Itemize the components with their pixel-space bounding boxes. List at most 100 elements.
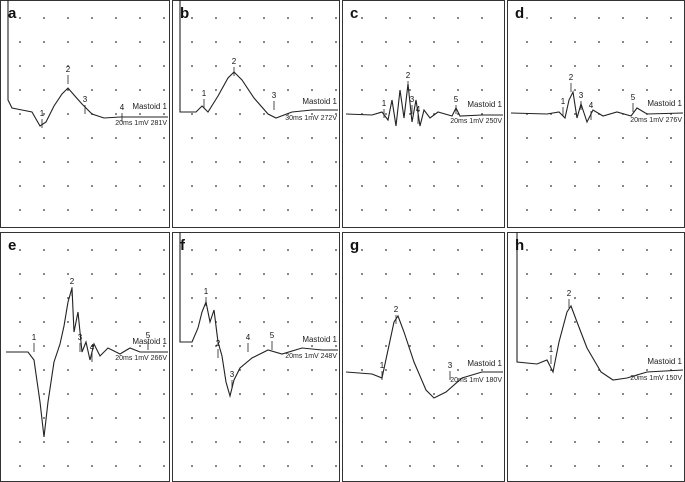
peak-label: 2 [70, 277, 75, 286]
grid-dot [43, 185, 45, 187]
grid-dot [574, 393, 576, 395]
grid-dot [163, 209, 165, 211]
grid-dot [215, 65, 217, 67]
grid-dot [385, 185, 387, 187]
grid-dot [43, 65, 45, 67]
grid-dot [526, 369, 528, 371]
grid-dot [526, 17, 528, 19]
peak-label: 2 [406, 71, 411, 80]
grid-dot [191, 345, 193, 347]
grid-dot [263, 297, 265, 299]
grid-dot [457, 465, 459, 467]
grid-dot [481, 441, 483, 443]
grid-dot [287, 137, 289, 139]
grid-dot [239, 113, 241, 115]
grid-dot [139, 17, 141, 19]
grid-dot [622, 441, 624, 443]
grid-dot [433, 369, 435, 371]
grid-dot [67, 137, 69, 139]
grid-dot [115, 465, 117, 467]
grid-dot [457, 441, 459, 443]
grid-dot [19, 441, 21, 443]
grid-dot [287, 465, 289, 467]
panel: h 1 2 Mastoid 1 20ms 1mV 150V [507, 232, 685, 482]
grid-dot [526, 297, 528, 299]
grid-dot [263, 185, 265, 187]
grid-dot [335, 113, 337, 115]
grid-dot [385, 393, 387, 395]
grid-dot [574, 249, 576, 251]
grid-dot [115, 185, 117, 187]
grid-dot [526, 441, 528, 443]
grid-dot [361, 41, 363, 43]
grid-dot [385, 441, 387, 443]
panel: f 1 2 3 4 5 Mastoid 1 20ms 1mV 248V [172, 232, 340, 482]
grid-dot [385, 249, 387, 251]
grid-dot [67, 185, 69, 187]
grid-dot [646, 185, 648, 187]
grid-dot [409, 65, 411, 67]
grid-dot [67, 113, 69, 115]
grid-dot [43, 17, 45, 19]
grid-dot [433, 89, 435, 91]
grid-dot [239, 161, 241, 163]
grid-dot [526, 273, 528, 275]
grid-dot [550, 273, 552, 275]
peak-label: 3 [579, 91, 584, 100]
grid-dot [385, 89, 387, 91]
peak-label: 5 [454, 95, 459, 104]
settings-label: 20ms 1mV 281V [115, 120, 167, 127]
grid-dot [409, 345, 411, 347]
grid-dot [622, 321, 624, 323]
panel-letter: g [350, 237, 359, 254]
grid-dot [91, 89, 93, 91]
grid-dot [67, 249, 69, 251]
grid-dot [550, 249, 552, 251]
grid-dot [622, 65, 624, 67]
grid-dot [19, 297, 21, 299]
grid-dot [385, 465, 387, 467]
peak-label: 3 [410, 95, 415, 104]
grid-dot [311, 369, 313, 371]
grid-dot [550, 321, 552, 323]
grid-dot [43, 345, 45, 347]
grid-dot [622, 17, 624, 19]
grid-dot [115, 249, 117, 251]
grid-dot [311, 161, 313, 163]
grid-dot [91, 65, 93, 67]
grid-dot [287, 345, 289, 347]
panel: g 1 2 3 Mastoid 1 20ms 1mV 180V [342, 232, 505, 482]
peak-label: 1 [382, 99, 387, 108]
grid-dot [598, 137, 600, 139]
grid-dot [598, 417, 600, 419]
grid-dot [215, 417, 217, 419]
peak-label: 1 [549, 345, 554, 354]
grid-dot [622, 417, 624, 419]
grid-dot [287, 65, 289, 67]
grid-dot [335, 161, 337, 163]
grid-dot [385, 369, 387, 371]
grid-dot [361, 465, 363, 467]
grid-dot [311, 65, 313, 67]
grid-dot [163, 465, 165, 467]
grid-dot [115, 65, 117, 67]
grid-dot [191, 113, 193, 115]
grid-dot [457, 17, 459, 19]
grid-dot [215, 441, 217, 443]
grid-dot [457, 297, 459, 299]
grid-dot [646, 209, 648, 211]
grid-dot [433, 137, 435, 139]
grid-dot [526, 137, 528, 139]
grid-dot [263, 417, 265, 419]
grid-dot [191, 89, 193, 91]
peak-label: 2 [232, 57, 237, 66]
peak-label: 4 [246, 333, 251, 342]
grid-dot [433, 209, 435, 211]
grid-dot [239, 137, 241, 139]
grid-dot [433, 321, 435, 323]
waveform [179, 232, 338, 399]
grid-dot [287, 393, 289, 395]
grid-dot [481, 249, 483, 251]
grid-dot [598, 17, 600, 19]
peak-label: 5 [631, 93, 636, 102]
